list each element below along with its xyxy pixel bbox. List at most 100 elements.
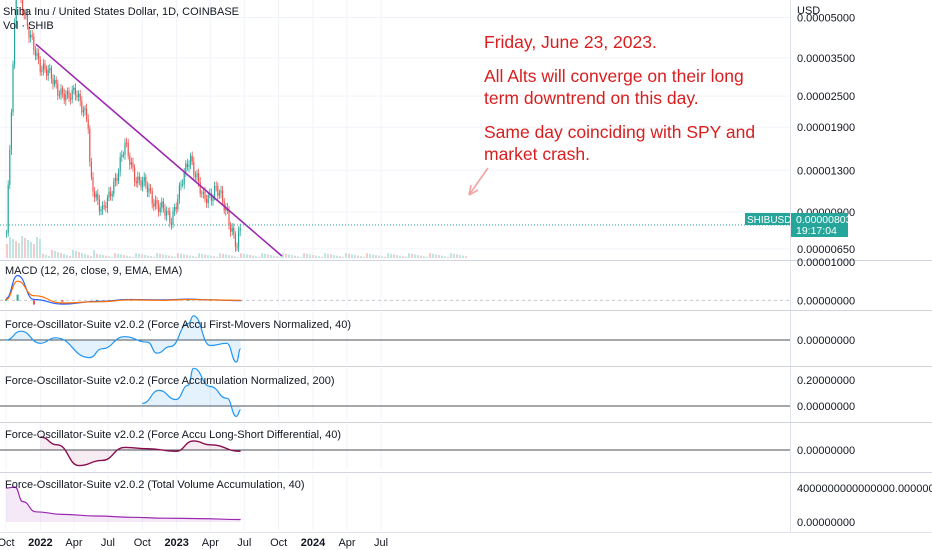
candle-body[interactable] (105, 206, 107, 208)
candle-body[interactable] (207, 195, 209, 204)
candle-body[interactable] (9, 149, 11, 185)
candle-body[interactable] (63, 93, 65, 101)
candle-body[interactable] (46, 69, 48, 76)
candle-body[interactable] (41, 70, 43, 72)
candle-body[interactable] (145, 177, 147, 186)
pane-title-first-movers[interactable]: Force-Oscillator-Suite v2.0.2 (Force Acc… (5, 319, 351, 331)
candle-body[interactable] (175, 207, 177, 210)
candle-body[interactable] (164, 208, 166, 216)
candle-body[interactable] (103, 205, 105, 207)
candle-body[interactable] (228, 210, 230, 226)
candle-body[interactable] (158, 204, 160, 213)
macd-histogram-bar[interactable] (209, 300, 212, 301)
force-accumulation-line[interactable] (142, 367, 241, 418)
candle-body[interactable] (212, 197, 214, 201)
candle-body[interactable] (146, 185, 148, 193)
candle-body[interactable] (31, 34, 33, 37)
candle-body[interactable] (169, 211, 171, 223)
price-badge[interactable]: SHIBUSD 0.00000803 19:17:04 (745, 213, 852, 237)
candle-body[interactable] (92, 177, 94, 192)
candle-body[interactable] (167, 211, 169, 212)
candle-body[interactable] (196, 173, 198, 178)
first-movers-line[interactable] (5, 315, 242, 363)
candle-body[interactable] (10, 112, 12, 150)
candle-body[interactable] (180, 184, 182, 186)
long-short-line[interactable] (40, 436, 241, 467)
pane-title-force-accumulation[interactable]: Force-Oscillator-Suite v2.0.2 (Force Acc… (5, 375, 335, 387)
candle-body[interactable] (134, 167, 136, 182)
candle-body[interactable] (82, 110, 84, 113)
candle-body[interactable] (190, 155, 192, 165)
candle-body[interactable] (204, 191, 206, 200)
candle-body[interactable] (127, 142, 129, 156)
macd-histogram-bar[interactable] (33, 300, 36, 305)
candle-body[interactable] (182, 184, 184, 186)
candle-body[interactable] (44, 63, 46, 70)
candle-body[interactable] (39, 59, 41, 72)
candle-body[interactable] (97, 193, 99, 200)
macd-histogram-bar[interactable] (187, 299, 190, 301)
candle-body[interactable] (119, 157, 121, 172)
candle-body[interactable] (71, 90, 73, 100)
candle-body[interactable] (111, 194, 113, 197)
candle-body[interactable] (14, 23, 16, 65)
annotation-text[interactable]: Friday, June 23, 2023. All Alts will con… (484, 32, 755, 164)
candle-body[interactable] (126, 142, 128, 144)
candle-body[interactable] (142, 181, 144, 187)
candle-body[interactable] (140, 179, 142, 187)
candle-body[interactable] (98, 199, 100, 212)
candle-body[interactable] (73, 87, 75, 91)
candle-body[interactable] (76, 95, 78, 98)
candle-body[interactable] (52, 78, 54, 85)
candle-body[interactable] (210, 193, 212, 201)
candle-body[interactable] (114, 177, 116, 182)
candle-body[interactable] (218, 193, 220, 196)
candle-body[interactable] (23, 13, 25, 15)
candle-body[interactable] (234, 234, 236, 247)
candle-body[interactable] (49, 68, 51, 71)
chart-series[interactable] (0, 0, 790, 522)
candle-body[interactable] (95, 193, 97, 198)
candle-body[interactable] (177, 199, 179, 210)
candle-body[interactable] (225, 207, 227, 211)
total-volume-line[interactable] (5, 486, 241, 521)
candle-body[interactable] (100, 209, 102, 212)
candle-body[interactable] (132, 162, 134, 168)
candle-body[interactable] (166, 211, 168, 216)
candle-body[interactable] (222, 190, 224, 202)
candle-body[interactable] (159, 207, 161, 213)
candle-body[interactable] (202, 191, 204, 194)
candle-body[interactable] (214, 186, 216, 198)
candle-body[interactable] (57, 83, 59, 96)
candle-body[interactable] (106, 197, 108, 208)
candle-body[interactable] (138, 176, 140, 180)
symbol-title[interactable]: Shiba Inu / United States Dollar, 1D, CO… (3, 6, 239, 18)
candle-body[interactable] (188, 164, 190, 168)
candle-body[interactable] (74, 87, 76, 96)
candle-body[interactable] (70, 97, 72, 100)
candle-body[interactable] (54, 79, 56, 85)
candle-body[interactable] (162, 201, 164, 209)
candle-body[interactable] (94, 191, 96, 198)
candle-body[interactable] (174, 207, 176, 212)
candle-body[interactable] (7, 184, 9, 233)
candle-body[interactable] (121, 154, 123, 158)
candle-body[interactable] (25, 14, 27, 15)
candle-body[interactable] (161, 201, 163, 208)
candle-body[interactable] (183, 172, 185, 185)
candle-body[interactable] (135, 181, 137, 184)
candle-body[interactable] (194, 175, 196, 178)
candle-body[interactable] (113, 181, 115, 195)
candle-body[interactable] (15, 0, 17, 24)
candle-body[interactable] (84, 108, 86, 111)
annotation-arrow[interactable] (468, 167, 489, 196)
candle-body[interactable] (36, 52, 38, 57)
downtrend-line[interactable] (35, 43, 283, 257)
candle-body[interactable] (185, 163, 187, 173)
candle-body[interactable] (22, 0, 24, 14)
candle-body[interactable] (154, 200, 156, 207)
candle-body[interactable] (65, 94, 67, 101)
candle-body[interactable] (220, 190, 222, 194)
candle-body[interactable] (58, 95, 60, 96)
